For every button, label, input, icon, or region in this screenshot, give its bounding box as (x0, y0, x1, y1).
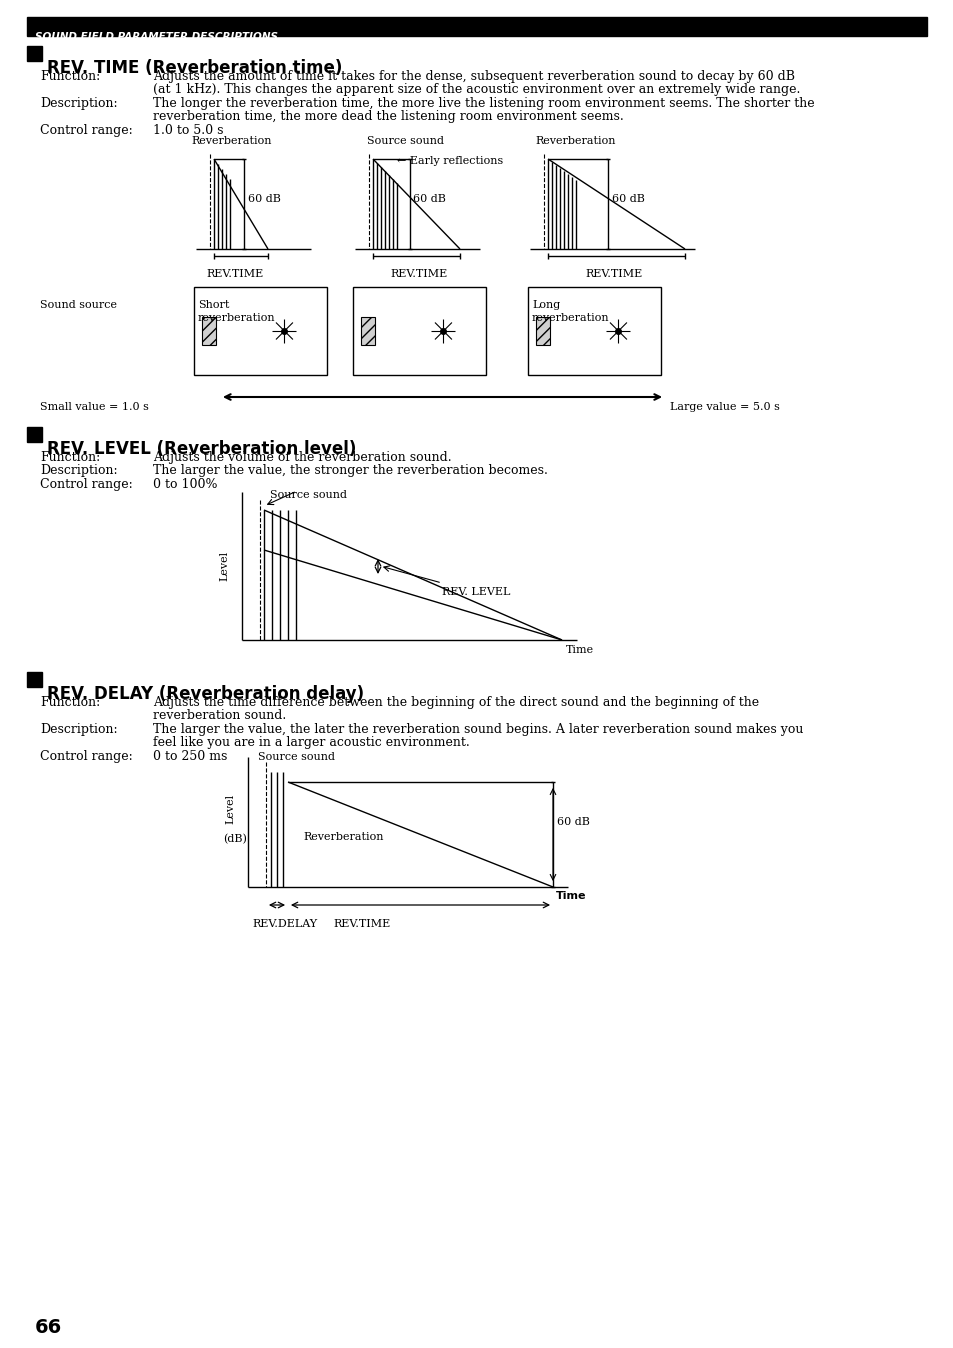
Text: Source sound: Source sound (257, 752, 335, 762)
Text: Adjusts the time difference between the beginning of the direct sound and the be: Adjusts the time difference between the … (152, 696, 759, 709)
Text: Source sound: Source sound (367, 136, 443, 146)
Text: Reverberation: Reverberation (535, 136, 615, 146)
Text: ← Early reflections: ← Early reflections (396, 156, 503, 166)
Text: Reverberation: Reverberation (191, 136, 272, 146)
Text: Long: Long (532, 301, 559, 310)
Text: 60 dB: 60 dB (557, 817, 589, 828)
Bar (193, 287, 327, 375)
Text: Small value = 1.0 s: Small value = 1.0 s (40, 402, 149, 412)
Text: REV.TIME: REV.TIME (390, 270, 447, 279)
Bar (360, 317, 375, 345)
Text: REV. DELAY (Reverberation delay): REV. DELAY (Reverberation delay) (47, 685, 364, 704)
Text: REV.TIME: REV.TIME (206, 270, 263, 279)
Text: 0 to 100%: 0 to 100% (152, 479, 217, 491)
Bar (353, 287, 485, 375)
Text: Sound source: Sound source (40, 301, 117, 310)
Text: (dB): (dB) (223, 834, 247, 844)
Text: The longer the reverberation time, the more live the listening room environment : The longer the reverberation time, the m… (152, 97, 814, 111)
Text: (at 1 kHz). This changes the apparent size of the acoustic environment over an e: (at 1 kHz). This changes the apparent si… (152, 84, 800, 96)
Text: Function:: Function: (40, 70, 100, 84)
Text: REV.DELAY: REV.DELAY (252, 919, 316, 929)
Bar (27, 46, 42, 61)
Text: feel like you are in a larger acoustic environment.: feel like you are in a larger acoustic e… (152, 736, 469, 749)
Text: reverberation: reverberation (532, 313, 609, 324)
Text: Level: Level (225, 794, 234, 824)
Text: reverberation time, the more dead the listening room environment seems.: reverberation time, the more dead the li… (152, 111, 623, 123)
Text: The larger the value, the later the reverberation sound begins. A later reverber: The larger the value, the later the reve… (152, 723, 802, 736)
Text: 1.0 to 5.0 s: 1.0 to 5.0 s (152, 124, 223, 137)
Text: 60 dB: 60 dB (413, 194, 445, 204)
Text: Adjusts the volume of the reverberation sound.: Adjusts the volume of the reverberation … (152, 452, 451, 464)
Text: Function:: Function: (40, 452, 100, 464)
Bar (27, 18, 926, 36)
Text: REV. LEVEL: REV. LEVEL (441, 586, 510, 597)
Text: SOUND FIELD PARAMETER DESCRIPTIONS: SOUND FIELD PARAMETER DESCRIPTIONS (35, 32, 277, 42)
Text: Short: Short (198, 301, 229, 310)
Text: REV.TIME: REV.TIME (333, 919, 390, 929)
Bar (27, 673, 42, 687)
Text: 60 dB: 60 dB (612, 194, 644, 204)
Text: Level: Level (219, 551, 229, 581)
Text: Description:: Description: (40, 97, 117, 111)
Text: Function:: Function: (40, 696, 100, 709)
Text: reverberation sound.: reverberation sound. (152, 709, 286, 723)
Text: Source sound: Source sound (270, 491, 347, 500)
Text: Description:: Description: (40, 464, 117, 477)
Text: 60 dB: 60 dB (248, 194, 280, 204)
Bar (27, 427, 42, 442)
Text: REV. LEVEL (Reverberation level): REV. LEVEL (Reverberation level) (47, 439, 356, 458)
Text: Reverberation: Reverberation (303, 832, 383, 842)
Text: 0 to 250 ms: 0 to 250 ms (152, 749, 227, 763)
Text: Large value = 5.0 s: Large value = 5.0 s (669, 402, 779, 412)
Text: Control range:: Control range: (40, 124, 132, 137)
Text: Description:: Description: (40, 723, 117, 736)
Text: REV. TIME (Reverberation time): REV. TIME (Reverberation time) (47, 59, 342, 77)
Text: REV.TIME: REV.TIME (584, 270, 641, 279)
Text: Adjusts the amount of time it takes for the dense, subsequent reverberation soun: Adjusts the amount of time it takes for … (152, 70, 794, 84)
Text: Control range:: Control range: (40, 749, 132, 763)
Text: Time: Time (565, 644, 594, 655)
Bar (527, 287, 660, 375)
Bar (202, 317, 215, 345)
Text: Control range:: Control range: (40, 479, 132, 491)
Bar (536, 317, 550, 345)
Text: Time: Time (556, 891, 586, 900)
Text: reverberation: reverberation (198, 313, 275, 324)
Text: The larger the value, the stronger the reverberation becomes.: The larger the value, the stronger the r… (152, 464, 547, 477)
Text: 66: 66 (35, 1318, 62, 1337)
